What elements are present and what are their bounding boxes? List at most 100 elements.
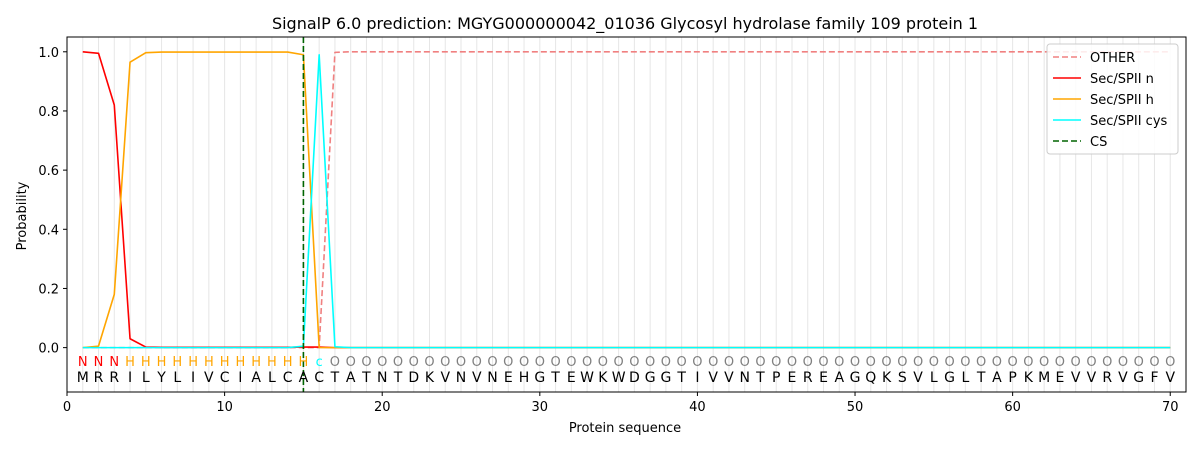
prediction-letter: O (677, 355, 687, 370)
legend-label: OTHER (1090, 51, 1135, 66)
prediction-letter: H (141, 355, 151, 370)
x-tick-label: 20 (374, 400, 391, 415)
sequence-letter: E (504, 370, 513, 386)
sequence-letter: V (1087, 370, 1097, 386)
sequence-letter: L (268, 370, 276, 386)
sequence-letter: N (377, 370, 387, 386)
sequence-letter: A (251, 370, 261, 386)
sequence-letter: I (128, 370, 132, 386)
sequence-letter: K (598, 370, 608, 386)
sequence-letter: N (739, 370, 749, 386)
y-tick-label: 0.0 (38, 342, 59, 357)
x-axis-title: Protein sequence (569, 421, 681, 436)
prediction-letter: O (976, 355, 986, 370)
sequence-letter: C (283, 370, 293, 386)
series-line-3 (82, 53, 1171, 349)
sequence-letter: V (1165, 370, 1175, 386)
sequence-letter: D (408, 370, 419, 386)
sequence-letter: I (695, 370, 699, 386)
prediction-letter: O (1023, 355, 1033, 370)
plot-frame (66, 36, 1187, 393)
tick-labels: 0 10 20 30 40 50 60 70 0.0 0.2 0.4 0.6 0.8 1.0 (38, 46, 1178, 415)
prediction-letter: O (897, 355, 907, 370)
y-axis-title: Probability (15, 181, 30, 250)
chart-title: SignalP 6.0 prediction: MGYG000000042_01… (272, 14, 978, 34)
sequence-letter: D (629, 370, 640, 386)
prediction-letter: O (1134, 355, 1144, 370)
sequence-letter: E (1055, 370, 1064, 386)
legend-box (1046, 43, 1179, 155)
sequence-letter: G (1133, 370, 1144, 386)
prediction-letter: H (283, 355, 293, 370)
sequence-letter: N (456, 370, 466, 386)
prediction-letter: O (1165, 355, 1175, 370)
prediction-letter: O (929, 355, 939, 370)
prediction-letter: O (992, 355, 1002, 370)
sequence-letter: R (1102, 370, 1112, 386)
sequence-letter: E (567, 370, 576, 386)
sequence-letter: G (645, 370, 656, 386)
prediction-letter: O (818, 355, 828, 370)
sequence-letter: V (724, 370, 734, 386)
prediction-letter: O (1008, 355, 1018, 370)
sequence-letter: V (472, 370, 482, 386)
series-lines (82, 37, 1171, 392)
sequence-letter: T (755, 370, 765, 386)
sequence-letter: T (361, 370, 371, 386)
sequence-letter: A (834, 370, 844, 386)
sequence-letter: P (1008, 370, 1016, 386)
prediction-letter: O (1102, 355, 1112, 370)
prediction-letter: O (361, 355, 371, 370)
y-tick-label: 0.4 (38, 223, 59, 238)
sequence-letter: L (961, 370, 969, 386)
prediction-letter: c (316, 355, 323, 370)
prediction-letter: O (424, 355, 434, 370)
sequence-letter: G (850, 370, 861, 386)
sequence-letter: M (77, 370, 89, 386)
x-tick-label: 10 (216, 400, 233, 415)
prediction-letter: H (267, 355, 277, 370)
prediction-letter: O (834, 355, 844, 370)
sequence-letter: I (238, 370, 242, 386)
prediction-letter: O (1086, 355, 1096, 370)
prediction-letter: O (881, 355, 891, 370)
sequence-letter: V (440, 370, 450, 386)
prediction-letter: O (724, 355, 734, 370)
prediction-letter: H (220, 355, 230, 370)
sequence-letter: R (94, 370, 104, 386)
legend: OTHER Sec/SPII n Sec/SPII h Sec/SPII cys CS (1046, 43, 1179, 155)
legend-label: Sec/SPII cys (1090, 114, 1168, 129)
prediction-letter: O (1118, 355, 1128, 370)
sequence-letter: T (330, 370, 340, 386)
prediction-letter: H (125, 355, 135, 370)
sequence-letter: V (1118, 370, 1128, 386)
prediction-letter: O (377, 355, 387, 370)
y-tick-label: 0.2 (38, 282, 59, 297)
prediction-letter: O (598, 355, 608, 370)
sequence-letter: Q (865, 370, 876, 386)
prediction-letter: O (645, 355, 655, 370)
sequence-letter: G (660, 370, 671, 386)
prediction-letter: O (803, 355, 813, 370)
prediction-letter: O (1071, 355, 1081, 370)
prediction-letter: N (78, 355, 88, 370)
sequence-letter: F (1150, 370, 1158, 386)
prediction-letter: H (157, 355, 167, 370)
sequence-letter: K (882, 370, 892, 386)
prediction-letter: O (692, 355, 702, 370)
axes (66, 36, 1187, 393)
sequence-letter: A (346, 370, 356, 386)
sequence-letter: E (788, 370, 797, 386)
prediction-letter: O (629, 355, 639, 370)
sequence-letter: G (944, 370, 955, 386)
legend-label: Sec/SPII h (1090, 93, 1154, 108)
prediction-letter: H (204, 355, 214, 370)
prediction-letter: O (755, 355, 765, 370)
sequence-letter: A (992, 370, 1002, 386)
prediction-letter: O (393, 355, 403, 370)
grid-lines (82, 37, 1171, 392)
prediction-letter: O (866, 355, 876, 370)
prediction-letter: O (1055, 355, 1065, 370)
sequence-letter: T (976, 370, 986, 386)
